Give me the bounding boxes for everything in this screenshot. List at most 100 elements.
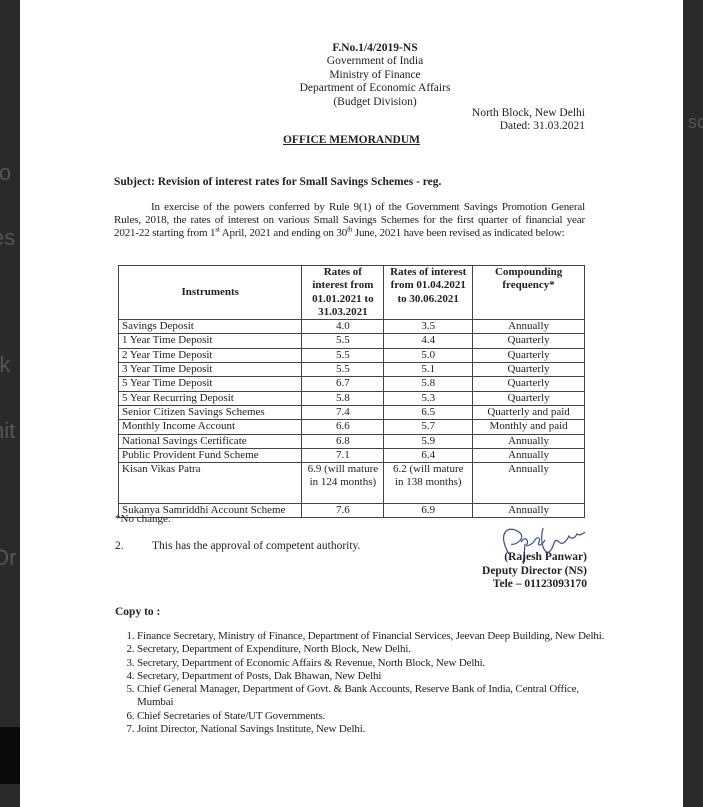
instrument-cell: 3 Year Time Deposit	[117, 362, 303, 378]
table-row: 5 Year Recurring Deposit 5.8 5.3 Quarterly	[117, 390, 585, 406]
table-row: Sukanya Samriddhi Account Scheme 7.6 6.9 An…	[117, 503, 585, 519]
compounding-cell: Annually	[472, 433, 585, 449]
instrument-cell: 1 Year Time Deposit	[117, 333, 303, 349]
new-rate-cell: 3.5	[383, 319, 474, 335]
compounding-cell: Annually	[472, 503, 585, 519]
interest-rates-table: Instruments Rates of interest from 01.01…	[117, 264, 585, 519]
new-rate-cell: 5.8	[383, 376, 474, 392]
instrument-cell: National Savings Certificate	[117, 433, 303, 449]
old-rate-cell: 5.5	[301, 333, 385, 349]
list-item: Chief Secretaries of State/UT Government…	[137, 710, 607, 723]
list-item: Secretary, Department of Economic Affair…	[137, 657, 607, 670]
new-rate-cell: 6.9	[383, 503, 474, 519]
compounding-cell: Quarterly	[472, 390, 585, 406]
letterhead-line: Ministry of Finance	[329, 68, 421, 81]
instrument-cell: 2 Year Time Deposit	[117, 347, 303, 364]
new-rate-cell: 6.2 (will mature in 138 months)	[383, 462, 474, 505]
date: Dated: 31.03.2021	[499, 120, 585, 132]
paragraph-2: 2. This has the approval of competent aut…	[115, 540, 361, 552]
table-row: Monthly Income Account 6.6 5.7 Monthly and …	[117, 419, 585, 435]
letterhead: F.No.1/4/2019-NS Government of India Min…	[250, 42, 500, 109]
table-row: National Savings Certificate 6.8 5.9 Annual…	[117, 433, 585, 449]
old-rate-cell: 6.9 (will mature in 124 months)	[301, 462, 385, 505]
letterhead-line: (Budget Division)	[333, 95, 417, 108]
table-row: Public Provident Fund Scheme 7.1 6.4 Annual…	[117, 447, 585, 464]
letterhead-line: Government of India	[326, 55, 424, 68]
signatory-block: (Rajesh Panwar) Deputy Director (NS) Tel…	[482, 551, 587, 592]
new-rate-cell: 6.5	[383, 404, 474, 421]
table-header-row: Instruments Rates of interest from 01.01…	[117, 264, 585, 321]
backdrop-band	[0, 727, 20, 784]
background-text: nit	[0, 418, 16, 443]
list-item: Chief General Manager, Department of Gov…	[137, 683, 607, 710]
new-rate-cell: 4.4	[383, 333, 474, 349]
old-rate-cell: 5.5	[301, 347, 385, 364]
old-rate-cell: 6.6	[301, 419, 385, 435]
background-text: rk	[0, 352, 11, 377]
list-item: Secretary, Department of Expenditure, No…	[137, 643, 607, 656]
file-number: F.No.1/4/2019-NS	[332, 42, 418, 54]
subject: Subject: Revision of interest rates for …	[114, 176, 442, 188]
old-rate-cell: 5.8	[301, 390, 385, 406]
new-rate-cell: 5.9	[383, 433, 474, 449]
document-page: F.No.1/4/2019-NS Government of India Min…	[20, 0, 683, 807]
copy-to-list: Finance Secretary, Ministry of Finance, …	[115, 630, 607, 736]
compounding-cell: Quarterly	[472, 333, 585, 349]
compounding-cell: Monthly and paid	[472, 419, 585, 435]
background-text: io	[0, 160, 12, 185]
table-row: 2 Year Time Deposit 5.5 5.0 Quarterly	[117, 347, 585, 364]
list-item: Secretary, Department of Posts, Dak Bhaw…	[137, 670, 607, 683]
compounding-cell: Quarterly and paid	[472, 404, 585, 421]
compounding-cell: Quarterly	[472, 347, 585, 364]
table-row: 5 Year Time Deposit 6.7 5.8 Quarterly	[117, 376, 585, 392]
old-rate-cell: 7.4	[301, 404, 385, 421]
letterhead-line: Department of Economic Affairs	[299, 82, 451, 95]
instrument-cell: Senior Citizen Savings Schemes	[117, 404, 303, 421]
signature-image	[503, 527, 586, 564]
instrument-cell: 5 Year Recurring Deposit	[117, 390, 303, 406]
instrument-cell: Monthly Income Account	[117, 419, 303, 435]
old-rate-cell: 6.8	[301, 433, 385, 449]
signatory-phone: Tele – 01123093170	[492, 578, 587, 590]
background-text: es	[0, 225, 16, 250]
place: North Block, New Delhi	[471, 107, 585, 119]
background-text: sc	[688, 112, 703, 132]
background-text: Or	[0, 545, 17, 570]
compounding-cell: Annually	[472, 447, 585, 464]
table-footnote: *No change.	[115, 513, 171, 525]
signatory-designation: Deputy Director (NS)	[482, 564, 587, 577]
instrument-cell: Sukanya Samriddhi Account Scheme	[117, 503, 303, 519]
new-rate-cell: 6.4	[383, 447, 474, 464]
new-rate-cell: 5.0	[383, 347, 474, 364]
column-header: Instruments	[117, 264, 303, 321]
old-rate-cell: 5.5	[301, 362, 385, 378]
list-item: Finance Secretary, Ministry of Finance, …	[137, 630, 607, 643]
compounding-cell: Quarterly	[472, 376, 585, 392]
background-text: i	[0, 485, 1, 511]
column-header: Rates of interest from 01.01.2021 to 31.…	[301, 264, 385, 321]
old-rate-cell: 7.1	[301, 447, 385, 464]
new-rate-cell: 5.1	[383, 362, 474, 378]
table-row: 1 Year Time Deposit 5.5 4.4 Quarterly	[117, 333, 585, 349]
copy-to-label: Copy to :	[115, 606, 161, 618]
table-row: 3 Year Time Deposit 5.5 5.1 Quarterly	[117, 362, 585, 378]
table-row: Savings Deposit 4.0 3.5 Annually	[117, 319, 585, 335]
new-rate-cell: 5.7	[383, 419, 474, 435]
compounding-cell: Annually	[472, 319, 585, 335]
compounding-cell: Annually	[472, 462, 585, 505]
compounding-cell: Quarterly	[472, 362, 585, 378]
table-row: Senior Citizen Savings Schemes 7.4 6.5 Quar…	[117, 404, 585, 421]
body-paragraph: In exercise of the powers conferred by R…	[114, 201, 585, 240]
signatory-name: (Rajesh Panwar)	[504, 551, 587, 563]
instrument-cell: Savings Deposit	[117, 319, 303, 335]
place-date: North Block, New Delhi Dated: 31.03.2021	[472, 107, 585, 133]
instrument-cell: Public Provident Fund Scheme	[117, 447, 303, 464]
column-header: Rates of interest from 01.04.2021 to 30.…	[383, 264, 474, 321]
old-rate-cell: 7.6	[301, 503, 385, 519]
table-row: Kisan Vikas Patra 6.9 (will mature in 124…	[117, 462, 585, 505]
new-rate-cell: 5.3	[383, 390, 474, 406]
document-title: OFFICE MEMORANDUM	[282, 134, 421, 146]
instrument-cell: 5 Year Time Deposit	[117, 376, 303, 392]
old-rate-cell: 6.7	[301, 376, 385, 392]
list-item: Joint Director, National Savings Institu…	[137, 723, 607, 736]
